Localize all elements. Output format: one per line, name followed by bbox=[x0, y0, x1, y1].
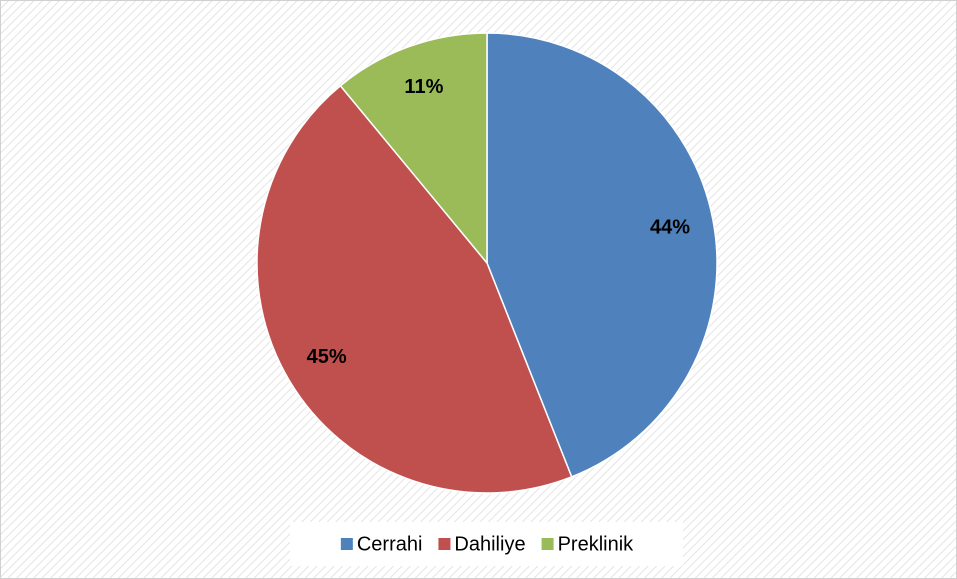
legend-label: Preklinik bbox=[558, 533, 635, 555]
legend-label: Cerrahi bbox=[357, 533, 423, 555]
legend-swatch bbox=[438, 538, 451, 550]
legend-swatch bbox=[541, 538, 554, 550]
data-label: 44% bbox=[650, 216, 690, 238]
legend-swatch bbox=[340, 538, 353, 550]
legend-box bbox=[290, 522, 683, 566]
legend-label: Dahiliye bbox=[454, 533, 525, 555]
data-label: 45% bbox=[307, 346, 347, 368]
pie-slice bbox=[339, 32, 488, 266]
pie-slice bbox=[256, 84, 573, 494]
pie-slice bbox=[486, 32, 718, 478]
data-label: 11% bbox=[404, 76, 443, 98]
